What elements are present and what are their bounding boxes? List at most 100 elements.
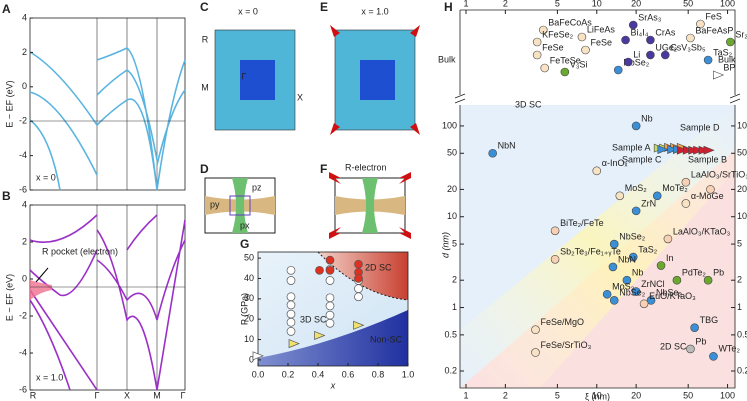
x-tick-label: 10 (592, 390, 602, 400)
x-tick-label: 50 (683, 390, 693, 400)
frame-a (29, 17, 186, 191)
y-tick-label-right: 2 (737, 275, 742, 285)
y-axis-title: E − EF (eV) (4, 274, 14, 321)
point-label: α-MoGe (691, 191, 724, 201)
k-point: M (201, 82, 209, 92)
circle-marker (631, 206, 641, 216)
orb-px (362, 178, 378, 233)
circle-marker (488, 148, 497, 158)
triangle-marker (693, 145, 705, 155)
circle-marker (325, 265, 335, 275)
circle-marker (623, 57, 633, 67)
circle-marker (690, 323, 699, 332)
circle-marker (631, 287, 641, 296)
k-lines (96, 18, 158, 390)
point-label: CrAs (655, 27, 675, 37)
legend-label: Sample B (688, 154, 727, 164)
region-label: 3D SC (300, 314, 327, 324)
y-tick-label: 10 (447, 211, 457, 221)
triangle-marker (682, 145, 694, 155)
y-tick-label: -4 (19, 347, 27, 357)
point-label: Bi₄I₄ (631, 27, 649, 37)
circle-marker (286, 292, 296, 302)
panel-label: D (200, 162, 209, 176)
orbital-label: pz (252, 182, 262, 192)
x-tick-label: 2 (503, 390, 508, 400)
y-tick-label: -2 (19, 116, 27, 126)
point-label: FeSe (590, 37, 612, 47)
x-tick-label: 100 (720, 390, 735, 400)
orbital-panels (204, 172, 411, 239)
x-tick-label-top: 5 (555, 0, 560, 8)
triangle-marker (657, 145, 669, 154)
y-tick-label-right: 10 (737, 211, 747, 221)
circle-marker (325, 318, 335, 328)
circle-marker (696, 19, 705, 29)
circle-marker (354, 284, 363, 293)
point-label: BiTe₂/FeTe (560, 218, 604, 228)
region-2d (318, 252, 408, 300)
y-tick-label-right: 0.2 (737, 365, 747, 375)
x-tick-label: M (153, 390, 161, 400)
point-label: NbN (498, 141, 516, 151)
point-label: TaS₂ (638, 244, 658, 254)
triangle-marker (252, 351, 264, 361)
y-tick-label: 100 (442, 120, 457, 130)
panel-title: x = 1.0 (361, 6, 388, 16)
crossover (460, 105, 735, 388)
point-label: KFeSe₂ (542, 29, 574, 39)
circle-marker (609, 296, 619, 305)
point-label: V₃Si (570, 59, 588, 69)
circle-marker (639, 299, 649, 309)
y-tick-label: -6 (19, 384, 27, 394)
circle-marker (646, 35, 655, 45)
y-tick-label: 10 (244, 334, 254, 344)
point-label: Sb₂Te₃/Fe₁₊ᵧTe (560, 247, 621, 257)
point-label: Sr₂RuO₄ (735, 29, 747, 39)
legend-label: Sample C (622, 154, 662, 164)
triangle-marker (314, 330, 326, 340)
triangle-marker (703, 145, 715, 155)
x-tick-label-top: 100 (720, 0, 735, 8)
circle-marker (602, 289, 612, 299)
y-tick-label: 0 (22, 81, 27, 91)
circle-marker (631, 121, 641, 131)
point-label: UGe₂ (655, 42, 678, 52)
y-tick-label: 20 (244, 314, 254, 324)
circle-marker (686, 344, 695, 354)
y-tick-label: 2 (22, 47, 27, 57)
point-label: In (666, 253, 674, 263)
point-label: BaFeAsP (695, 25, 733, 35)
circle-marker (703, 55, 713, 65)
point-label: NbSe₂ (656, 288, 683, 298)
circle-marker (325, 301, 335, 311)
point-label: Nb (632, 268, 644, 278)
circle-marker (646, 50, 655, 60)
note: x = 1.0 (36, 372, 63, 382)
circle-marker (325, 255, 335, 265)
circle-marker (315, 265, 324, 275)
circle-marker (560, 67, 570, 77)
point-label: FeSe/SrTiO₃ (540, 340, 591, 350)
region-label: Non-SC (370, 334, 403, 344)
circle-marker (577, 32, 587, 42)
panel-title: x = 0 (238, 6, 258, 16)
k-point: R (202, 34, 209, 44)
x-tick-label: 0.0 (252, 369, 265, 379)
r-pocket (30, 280, 52, 300)
point-label: BP (723, 62, 735, 72)
box (229, 195, 251, 216)
circle-marker (681, 177, 691, 187)
circle-marker (592, 166, 602, 176)
point-label: Li (633, 49, 640, 59)
circle-marker (531, 348, 540, 357)
k-point: Γ (242, 71, 247, 81)
point-label: PdTe₂ (682, 268, 707, 278)
circle-marker (613, 65, 623, 75)
circle-marker (703, 275, 713, 285)
x-axis-title: x (330, 380, 336, 390)
band-panels (29, 17, 186, 391)
y-tick-label-right: 5 (737, 238, 742, 248)
x-tick-label: 5 (555, 390, 560, 400)
